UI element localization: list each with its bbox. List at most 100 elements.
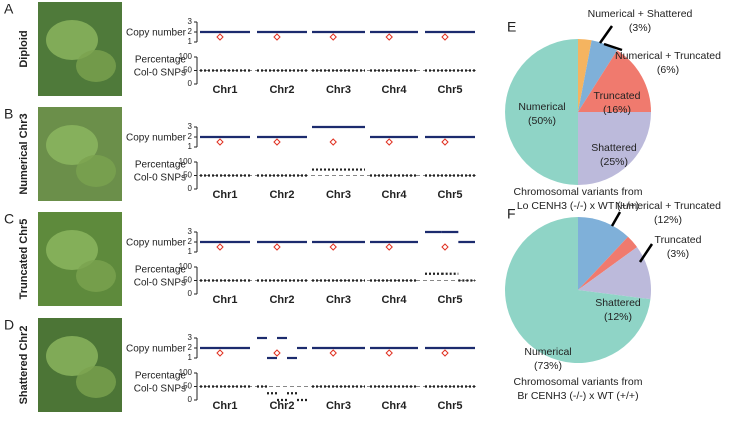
plant-leaf bbox=[76, 155, 116, 187]
plant-leaf bbox=[46, 230, 98, 270]
slice-value: (3%) bbox=[629, 22, 651, 34]
y-tick-label: 50 bbox=[183, 276, 192, 285]
copy-label: Copy number bbox=[126, 133, 187, 144]
centromere bbox=[216, 243, 224, 251]
panel-letter: C bbox=[4, 211, 14, 227]
panel-letter: B bbox=[4, 106, 13, 122]
leader-line bbox=[603, 42, 623, 52]
chromosome-label: Chr1 bbox=[212, 189, 237, 201]
plant-leaf bbox=[46, 336, 98, 376]
snp-label: Percentage bbox=[135, 265, 187, 276]
plant-leaf bbox=[46, 125, 98, 165]
y-tick-label: 2 bbox=[188, 237, 193, 246]
centromere bbox=[216, 349, 224, 357]
y-tick-label: 50 bbox=[183, 66, 192, 75]
snp-label: Percentage bbox=[135, 55, 187, 66]
pie-slice bbox=[578, 40, 618, 112]
centromere bbox=[216, 33, 224, 41]
chromosome-label: Chr4 bbox=[381, 294, 407, 306]
chromosome-label: Chr5 bbox=[437, 294, 462, 306]
panel-letter: F bbox=[507, 206, 516, 222]
y-tick-label: 50 bbox=[183, 382, 192, 391]
copy-label: Copy number bbox=[126, 28, 187, 39]
panel-letter: D bbox=[4, 317, 14, 333]
chromosome-label: Chr5 bbox=[437, 400, 462, 412]
row-label: Numerical Chr3 bbox=[18, 113, 30, 194]
y-tick-label: 1 bbox=[188, 37, 193, 46]
row-label: Truncated Chr5 bbox=[18, 219, 30, 300]
centromere bbox=[385, 349, 393, 357]
snp-label: Col-0 SNPs bbox=[134, 68, 186, 79]
pie-caption: Lo CENH3 (-/-) x WT (+/+) bbox=[517, 200, 639, 212]
plant-leaf bbox=[76, 260, 116, 292]
snp-label: Col-0 SNPs bbox=[134, 384, 186, 395]
chromosome-label: Chr2 bbox=[269, 84, 294, 96]
snp-label: Col-0 SNPs bbox=[134, 278, 186, 289]
centromere bbox=[329, 138, 337, 146]
centromere bbox=[441, 349, 449, 357]
pie-caption: Br CENH3 (-/-) x WT (+/+) bbox=[517, 390, 638, 402]
panel-letter: E bbox=[507, 19, 516, 35]
chromosome-label: Chr3 bbox=[326, 84, 351, 96]
pie-slice bbox=[578, 50, 651, 112]
chromosome-label: Chr3 bbox=[326, 189, 351, 201]
slice-value: (3%) bbox=[667, 248, 689, 260]
chromosome-label: Chr1 bbox=[212, 294, 237, 306]
pie-slice bbox=[578, 39, 592, 112]
slice-label: Truncated bbox=[594, 90, 641, 102]
centromere bbox=[441, 243, 449, 251]
slice-value: (73%) bbox=[534, 360, 562, 372]
chromosome-label: Chr3 bbox=[326, 294, 351, 306]
pie-slice bbox=[578, 236, 638, 290]
chromosome-label: Chr4 bbox=[381, 400, 407, 412]
pie-caption: Chromosomal variants from bbox=[514, 376, 643, 388]
y-tick-label: 1 bbox=[188, 353, 193, 362]
centromere bbox=[385, 33, 393, 41]
y-tick-label: 3 bbox=[188, 17, 193, 26]
slice-value: (25%) bbox=[600, 156, 628, 168]
y-tick-label: 2 bbox=[188, 27, 193, 36]
copy-label: Copy number bbox=[126, 344, 187, 355]
leader-line bbox=[598, 25, 614, 44]
y-tick-label: 3 bbox=[188, 122, 193, 131]
chromosome-label: Chr1 bbox=[212, 84, 237, 96]
chromosome-label: Chr2 bbox=[269, 294, 294, 306]
plant-leaf bbox=[76, 366, 116, 398]
centromere bbox=[329, 349, 337, 357]
y-tick-label: 100 bbox=[179, 262, 193, 271]
y-tick-label: 0 bbox=[188, 79, 193, 88]
chromosome-label: Chr5 bbox=[437, 84, 462, 96]
row-label: Diploid bbox=[18, 30, 30, 67]
chromosome-label: Chr2 bbox=[269, 189, 294, 201]
slice-value: (16%) bbox=[603, 104, 631, 116]
slice-value: (6%) bbox=[657, 64, 679, 76]
chromosome-label: Chr5 bbox=[437, 189, 462, 201]
copy-label: Copy number bbox=[126, 238, 187, 249]
pie-caption: Chromosomal variants from bbox=[514, 186, 643, 198]
centromere bbox=[273, 33, 281, 41]
centromere bbox=[441, 138, 449, 146]
y-tick-label: 100 bbox=[179, 52, 193, 61]
snp-label: Col-0 SNPs bbox=[134, 173, 186, 184]
slice-label: Numerical + Truncated bbox=[615, 50, 721, 62]
y-tick-label: 100 bbox=[179, 157, 193, 166]
centromere bbox=[273, 349, 281, 357]
centromere bbox=[329, 243, 337, 251]
y-tick-label: 1 bbox=[188, 142, 193, 151]
slice-label: Truncated bbox=[655, 234, 702, 246]
centromere bbox=[329, 33, 337, 41]
pie-slice bbox=[578, 112, 651, 185]
centromere bbox=[216, 138, 224, 146]
slice-label: Shattered bbox=[595, 297, 641, 309]
pie-slice bbox=[578, 247, 651, 300]
y-tick-label: 0 bbox=[188, 395, 193, 404]
pie-slice bbox=[505, 39, 578, 185]
y-tick-label: 2 bbox=[188, 132, 193, 141]
leader-line bbox=[638, 243, 654, 263]
row-label: Shattered Chr2 bbox=[18, 326, 30, 405]
pie-slice bbox=[504, 217, 651, 363]
slice-label: Shattered bbox=[591, 142, 637, 154]
plant-leaf bbox=[46, 20, 98, 60]
y-tick-label: 50 bbox=[183, 171, 192, 180]
